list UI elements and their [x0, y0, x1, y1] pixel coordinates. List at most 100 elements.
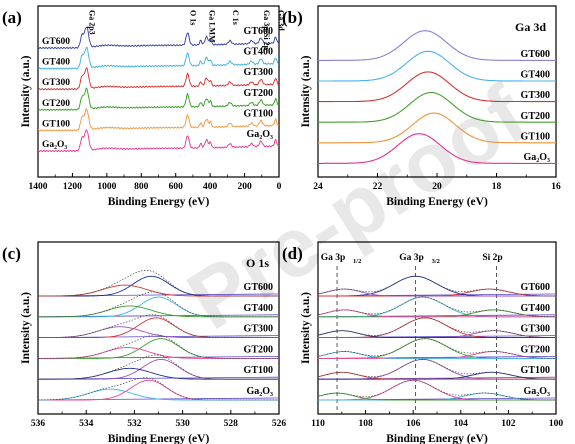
- peak-label: O 1s: [189, 10, 198, 25]
- panel-label: (c): [2, 244, 21, 263]
- x-tick-label: 20: [432, 182, 442, 192]
- series-line: [37, 87, 280, 111]
- series-line: [318, 71, 556, 103]
- series-label: GT300: [244, 324, 273, 335]
- series-label-left: GT100: [42, 119, 70, 129]
- envelope-line: [38, 291, 278, 318]
- x-tick-label: 800: [134, 182, 149, 192]
- envelope-line: [317, 338, 556, 359]
- x-tick-label: 108: [358, 419, 373, 429]
- envelope-line: [317, 296, 556, 318]
- x-tick-label: 530: [175, 419, 190, 429]
- envelope-line: [38, 334, 278, 359]
- series-label: Ga₂O₃: [246, 386, 273, 397]
- x-tick-label: 1400: [29, 182, 48, 192]
- series-label: GT400: [244, 47, 273, 58]
- series-label: GT300: [521, 90, 550, 101]
- series-label: GT100: [244, 365, 273, 376]
- series-label: GT600: [244, 26, 273, 37]
- series-label: Ga₂O₃: [246, 129, 273, 140]
- series-label: GT200: [521, 111, 550, 122]
- x-tick-label: 536: [31, 419, 46, 429]
- x-tick-label: 532: [127, 419, 142, 429]
- series-label: GT100: [521, 365, 550, 376]
- x-tick-label: 24: [313, 182, 323, 192]
- series-label: GT600: [244, 282, 273, 293]
- x-tick-label: 0: [277, 182, 282, 192]
- series-label: GT600: [521, 49, 550, 60]
- series-line: [37, 67, 280, 91]
- panel-title: O 1s: [246, 256, 269, 270]
- envelope-line: [38, 354, 278, 380]
- x-tick-label: 528: [224, 419, 239, 429]
- envelope-line: [317, 359, 555, 380]
- chart-panel-3: 536 534 532 530 528 526 Binding Energy (eV) Int…: [2, 241, 287, 444]
- envelope-line: [38, 269, 278, 297]
- x-tick-label: 1200: [63, 182, 82, 192]
- series-line: [318, 112, 556, 144]
- series-label: GT400: [521, 70, 550, 81]
- series-line: [318, 133, 556, 164]
- series-line: [37, 107, 280, 132]
- envelope-line: [317, 379, 555, 401]
- panel-label: (b): [282, 8, 303, 27]
- x-tick-label: 16: [551, 182, 561, 192]
- chart-panel-4: 110 108 106 104 102 100 Binding Energy (eV) Int…: [282, 241, 564, 444]
- series-line: [37, 46, 280, 70]
- series-label: GT400: [521, 303, 550, 314]
- series-label-left: GT300: [42, 78, 70, 88]
- series-label: GT300: [244, 67, 273, 78]
- envelope-line: [317, 317, 556, 338]
- series-line: [318, 91, 556, 123]
- x-tick-label: 104: [454, 419, 469, 429]
- component-line: [317, 288, 555, 297]
- y-axis-label: Intensity (a.u.): [20, 55, 32, 127]
- series-label: Ga₂O₃: [523, 386, 550, 397]
- x-tick-label: 110: [311, 419, 325, 429]
- series-label: GT300: [521, 324, 550, 335]
- series-label-left: GT200: [42, 99, 70, 109]
- x-tick-label: 526: [272, 419, 287, 429]
- series-label: GT200: [521, 344, 550, 355]
- series-label: GT100: [521, 131, 550, 142]
- x-tick-label: 106: [406, 419, 421, 429]
- x-tick-label: 22: [373, 182, 383, 192]
- chart-panel-2: 24 22 20 18 16 Binding Energy (eV) Intensity (…: [282, 5, 561, 208]
- x-tick-label: 100: [549, 419, 564, 429]
- x-axis-label: Binding Energy (eV): [386, 196, 488, 208]
- x-tick-label: 1000: [97, 182, 116, 192]
- y-axis-label: Intensity (a.u.): [300, 292, 312, 364]
- series-label: GT100: [244, 108, 273, 119]
- envelope-line: [37, 377, 278, 401]
- x-axis-label: Binding Energy (eV): [386, 433, 488, 444]
- y-axis-label: Intensity (a.u.): [300, 55, 312, 127]
- component-line: [318, 358, 555, 380]
- envelope-line: [317, 275, 555, 297]
- annotation-subscript: 1/2: [353, 258, 361, 265]
- annotation-label: Ga 3p: [321, 253, 346, 263]
- x-axis-label: Binding Energy (eV): [108, 433, 210, 444]
- x-tick-label: 534: [79, 419, 94, 429]
- x-tick-label: 600: [169, 182, 184, 192]
- component-line: [318, 379, 555, 401]
- series-label-left: GT400: [42, 58, 70, 68]
- x-tick-label: 18: [492, 182, 502, 192]
- series-label-left: Ga₂O₃: [42, 140, 67, 150]
- annotation-subscript: 3/2: [432, 258, 440, 265]
- envelope-line: [38, 314, 278, 338]
- series-label: GT200: [244, 88, 273, 99]
- series-line: [318, 50, 556, 82]
- series-line: [37, 26, 280, 50]
- chart-panel-1: 1400 1200 1000 800 600 400 200 0 Binding Energy …: [2, 5, 286, 208]
- series-label-left: GT600: [42, 37, 70, 47]
- peak-label: Ga 2p3: [88, 10, 97, 35]
- component-line: [318, 275, 555, 297]
- x-tick-label: 400: [203, 182, 218, 192]
- y-axis-label: Intensity (a.u.): [20, 292, 32, 364]
- x-axis-label: Binding Energy (eV): [108, 196, 210, 208]
- series-label: GT400: [244, 303, 273, 314]
- component-line: [317, 392, 555, 401]
- annotation-label: Ga 3p: [399, 253, 424, 263]
- series-line: [318, 30, 556, 61]
